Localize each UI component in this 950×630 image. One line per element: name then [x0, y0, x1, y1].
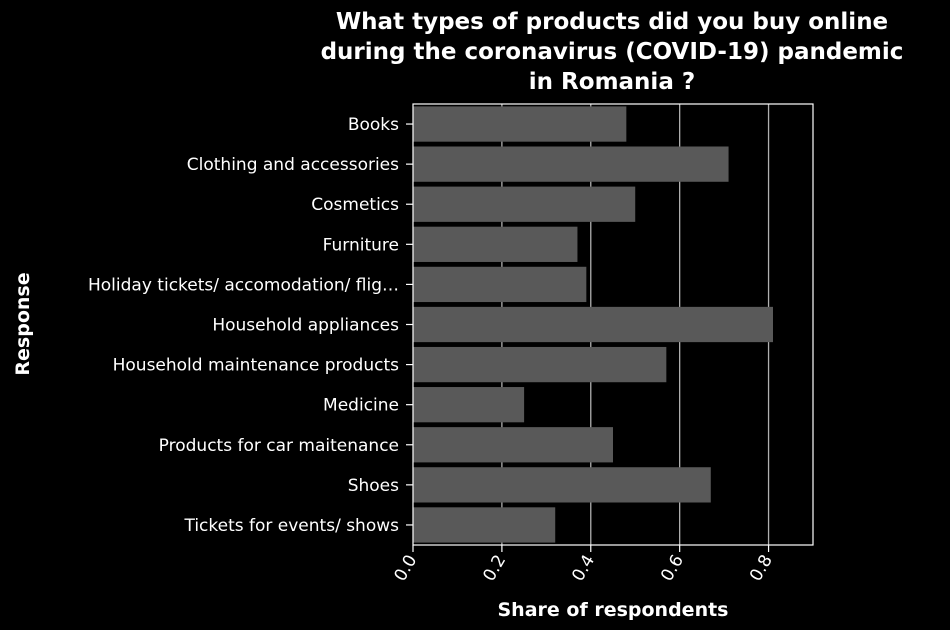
y-axis-label: Response [12, 272, 34, 375]
y-tick-label-6: Household maintenance products [113, 356, 400, 376]
bar-9 [413, 467, 711, 503]
bar-6 [413, 346, 667, 383]
y-tick-label-3: Furniture [323, 235, 399, 255]
bar-2 [413, 186, 636, 222]
x-tick-label-2: 0.4 [568, 552, 599, 585]
x-tick-label-1: 0.2 [479, 552, 510, 585]
bar-3 [413, 226, 578, 262]
y-tick-label-10: Tickets for events/ shows [183, 516, 399, 536]
x-axis-label: Share of respondents [498, 599, 729, 621]
y-tick-label-7: Medicine [323, 396, 399, 416]
bar-4 [413, 266, 587, 303]
bars [413, 106, 773, 543]
y-axis-ticks: Books Clothing and accessories Cosmetics Fu… [88, 115, 413, 536]
y-tick-label-5: Household appliances [212, 316, 399, 336]
y-tick-label-1: Clothing and accessories [187, 155, 399, 175]
y-tick-label-0: Books [348, 115, 399, 135]
y-tick-label-9: Shoes [348, 476, 399, 496]
y-tick-label-2: Cosmetics [311, 195, 399, 215]
bar-10 [413, 507, 556, 543]
x-axis-ticks: 0.0 0.2 0.4 0.6 0.8 [390, 545, 777, 585]
bar-1 [413, 146, 729, 182]
y-tick-label-4: Holiday tickets/ accomodation/ flig… [88, 275, 399, 295]
x-tick-label-0: 0.0 [390, 552, 421, 585]
bar-5 [413, 306, 773, 343]
chart-title-line-2: during the coronavirus (COVID-19) pandem… [321, 39, 904, 65]
chart-title: What types of products did you buy onlin… [321, 9, 904, 95]
bar-0 [413, 106, 627, 142]
bar-8 [413, 427, 613, 463]
x-tick-label-4: 0.8 [746, 552, 777, 585]
y-tick-label-8: Products for car maitenance [159, 436, 399, 456]
chart-title-line-3: in Romania ? [529, 69, 695, 95]
chart-title-line-1: What types of products did you buy onlin… [336, 9, 888, 35]
x-tick-label-3: 0.6 [657, 552, 688, 585]
bar-7 [413, 387, 525, 423]
